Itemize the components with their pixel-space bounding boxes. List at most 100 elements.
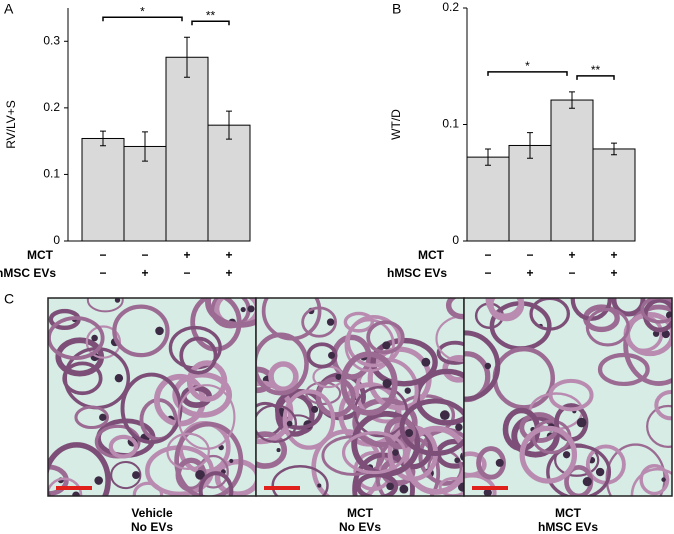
nucleus [392,449,399,456]
alveolar-wall [344,318,395,373]
nucleus [582,477,592,487]
alveolar-wall [172,371,233,418]
error-bar [569,91,575,109]
nucleus [114,373,124,383]
significance-bracket [191,20,230,26]
alveolar-wall [597,352,650,387]
condition-label: MCT [27,248,54,262]
nucleus [276,448,281,453]
nucleus [155,326,164,336]
alveolar-wall [268,361,299,393]
alveolar-wall [198,471,234,496]
bar [508,144,552,242]
micrograph [255,297,465,497]
significance-label: ** [591,63,601,77]
alveolar-wall [86,298,124,313]
alveolar-wall [205,298,256,328]
alveolar-wall [623,304,672,386]
alveolar-wall [174,421,244,496]
alveolar-wall [110,461,142,490]
alveolar-wall [179,336,218,375]
y-axis-label: WT/D [389,109,403,140]
alveolar-wall [585,307,630,347]
condition-sign: − [183,266,190,280]
alveolar-wall [366,320,405,355]
alveolar-wall [186,360,228,402]
nucleus [91,334,98,342]
nucleus [661,477,666,482]
y-tick-label: 0.1 [442,117,459,131]
error-bar [485,148,491,166]
alveolar-wall [177,384,236,450]
y-tick-label: 0 [53,233,60,247]
condition-sign: + [225,248,232,262]
nucleus [386,482,394,491]
alveolar-wall [315,376,356,418]
alveolar-wall [639,463,670,496]
alveolar-wall [48,316,105,360]
alveolar-wall [548,378,594,412]
micrograph [463,297,673,497]
image-caption: No EVs [339,520,381,534]
error-bar [142,131,148,162]
nucleus [99,413,107,421]
nucleus [405,428,414,438]
alveolar-wall [546,444,612,496]
nucleus [455,423,463,431]
alveolar-wall [519,425,578,484]
panel-letter: C [4,291,14,307]
alveolar-wall [132,481,164,496]
alveolar-wall [464,473,497,496]
alveolar-wall [611,298,646,317]
nucleus [195,469,205,480]
nucleus [404,387,411,394]
image-caption: MCT [555,506,582,520]
condition-label: hMSC EVs [387,266,447,280]
nucleus [576,417,587,428]
condition-sign: + [141,266,148,280]
alveolar-wall [436,340,464,365]
significance-label: ** [206,8,216,22]
alveolar-wall [646,404,672,448]
tissue [256,298,464,496]
nucleus [328,351,336,359]
nucleus [114,298,121,303]
bar [207,124,251,242]
significance-label: * [525,59,530,73]
alveolar-wall [640,298,672,324]
condition-sign: + [568,248,575,262]
nucleus [240,307,246,313]
alveolar-wall [271,465,329,496]
error-bar [226,110,232,140]
alveolar-wall [306,342,338,369]
alveolar-wall [48,477,83,496]
nucleus [72,491,80,496]
nucleus [94,476,103,485]
alveolar-wall [654,390,672,421]
error-bar [100,130,106,147]
alveolar-wall [256,332,309,396]
alveolar-wall [399,398,464,457]
alveolar-wall [74,405,110,430]
condition-sign: + [610,248,617,262]
error-bar [527,132,533,159]
alveolar-wall [403,425,464,495]
nucleus [454,457,461,464]
error-bar [611,142,617,156]
condition-sign: + [225,266,232,280]
nucleus [495,458,504,467]
condition-sign: + [610,266,617,280]
condition-sign: + [526,266,533,280]
alveolar-wall [214,459,256,496]
alveolar-wall [282,389,336,450]
nucleus [595,467,605,477]
condition-sign: − [141,248,148,262]
nucleus [661,330,670,339]
condition-sign: − [99,248,106,262]
nucleus [484,362,492,370]
alveolar-wall [341,431,407,475]
nucleus [421,357,431,367]
alveolar-wall [301,306,337,338]
alveolar-wall [445,298,464,320]
condition-sign: − [484,266,491,280]
